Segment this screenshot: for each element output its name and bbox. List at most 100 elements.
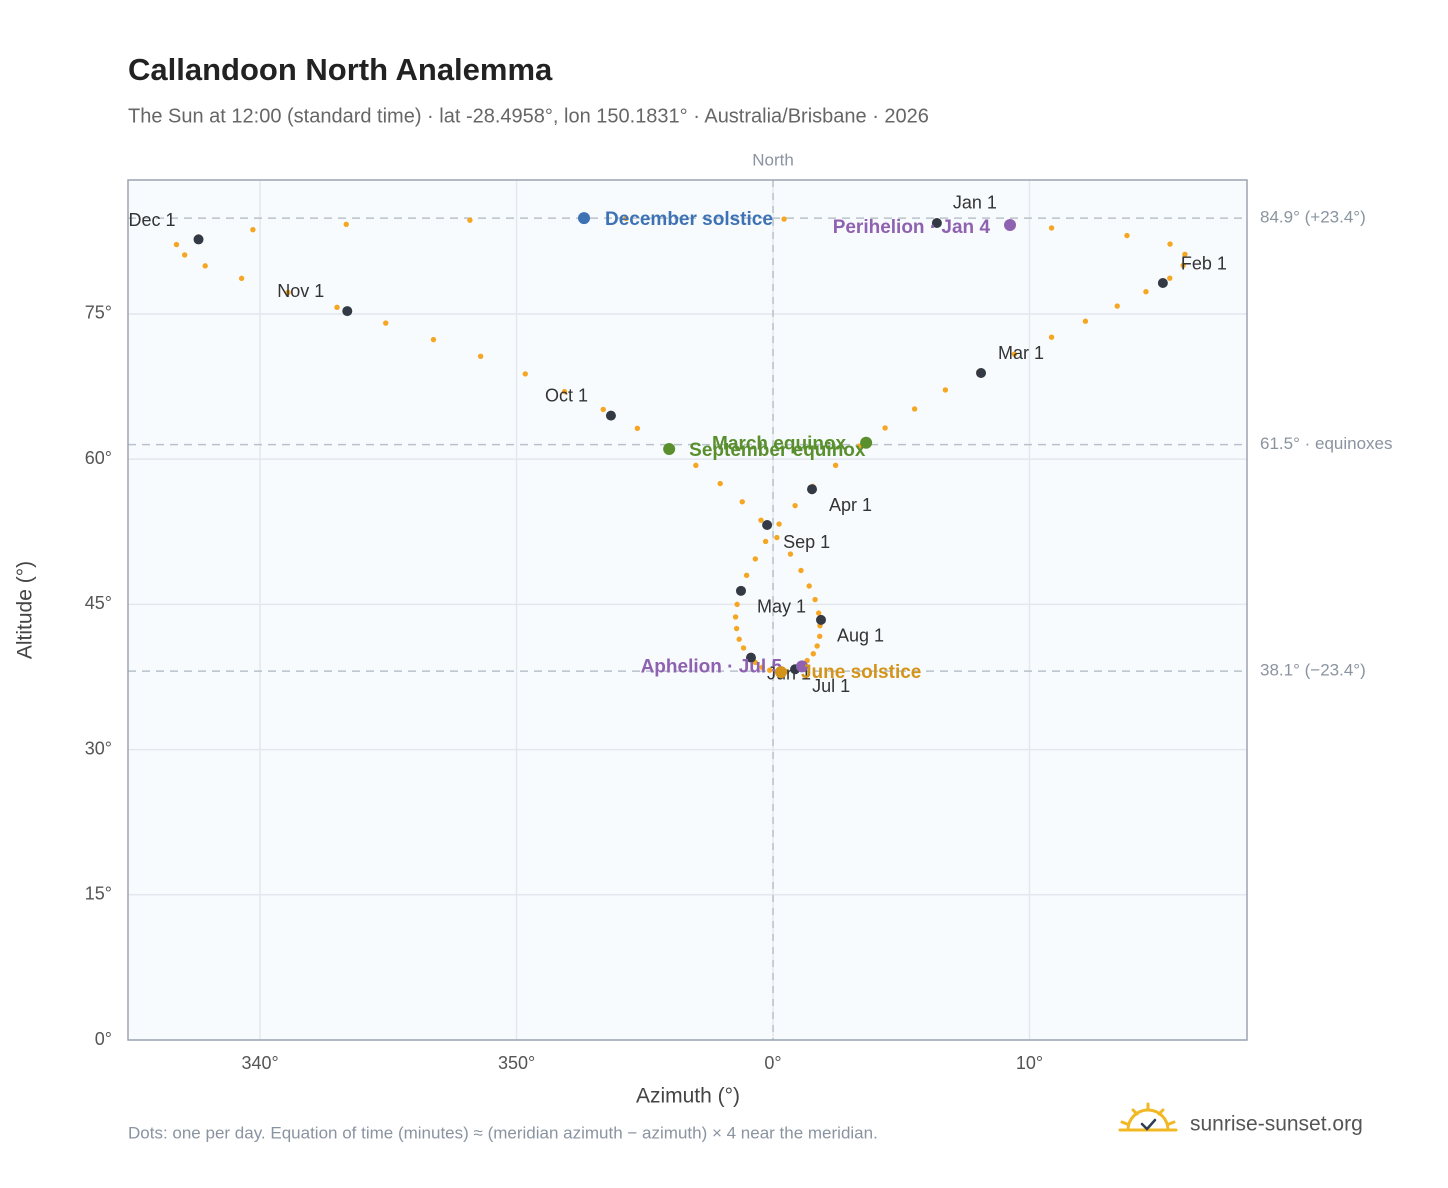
day-dot <box>202 263 208 269</box>
day-dot <box>467 217 473 223</box>
month-marker <box>762 520 773 531</box>
x-tick-label: 340° <box>241 1053 278 1073</box>
event-marker <box>578 212 591 225</box>
month-label: Apr 1 <box>829 495 872 515</box>
day-dot <box>798 567 804 574</box>
day-dot <box>173 241 180 248</box>
event-label: September equinox <box>689 440 866 461</box>
day-dot <box>1082 318 1089 324</box>
month-label: Jul 1 <box>812 676 850 696</box>
logo-ray <box>1167 1120 1176 1126</box>
day-dot <box>733 625 740 632</box>
day-dot <box>736 636 742 642</box>
day-dot <box>815 610 822 616</box>
day-dot <box>882 425 888 431</box>
reference-label: 38.1° (−23.4°) <box>1260 661 1366 680</box>
day-dot <box>693 462 699 469</box>
month-marker <box>193 234 204 245</box>
day-dot <box>767 667 773 673</box>
day-dot <box>832 462 839 468</box>
day-dot <box>781 216 787 222</box>
day-dot <box>759 664 765 671</box>
month-marker <box>735 585 746 596</box>
day-dot <box>762 538 769 545</box>
day-dot <box>1048 334 1055 340</box>
y-axis-label: Altitude (°) <box>14 561 37 659</box>
brand-logo <box>1118 1102 1178 1132</box>
event-label: Perihelion · Jan 4 <box>833 217 991 238</box>
day-dot <box>561 388 568 395</box>
logo-ray <box>1157 1108 1165 1116</box>
day-dot <box>634 425 641 432</box>
month-label: Dec 1 <box>129 210 176 230</box>
day-dot <box>1167 241 1173 247</box>
event-label: March equinox <box>712 434 847 455</box>
day-dot <box>806 583 812 589</box>
day-dot <box>181 252 188 258</box>
day-dot <box>776 521 782 527</box>
day-dot <box>814 643 820 649</box>
day-dot <box>477 353 484 359</box>
y-tick-label: 75° <box>85 303 112 323</box>
month-label: Mar 1 <box>998 343 1044 363</box>
reference-label: 84.9° (+23.4°) <box>1260 208 1366 227</box>
day-dot <box>285 289 291 296</box>
day-dot <box>758 517 764 523</box>
day-dot <box>1182 251 1188 258</box>
x-tick-label: 10° <box>1016 1053 1043 1073</box>
day-dot <box>1124 232 1130 239</box>
day-dot <box>623 215 629 222</box>
day-dot <box>752 556 759 562</box>
event-marker <box>1004 219 1017 232</box>
day-dot <box>1180 262 1186 269</box>
day-dot <box>343 221 349 228</box>
plot-background <box>128 180 1247 1040</box>
day-dot <box>734 601 740 608</box>
month-marker <box>807 484 818 495</box>
day-dot <box>743 572 750 579</box>
day-dot <box>600 406 606 413</box>
y-tick-label: 15° <box>85 884 112 904</box>
month-marker <box>605 410 616 421</box>
day-dot <box>740 645 747 651</box>
day-dot <box>238 275 245 282</box>
brand: sunrise-sunset.org <box>1190 1113 1363 1136</box>
day-dot <box>1011 351 1018 357</box>
meridian-label: North <box>752 150 794 169</box>
day-dot <box>1114 303 1120 309</box>
day-dot <box>774 534 780 541</box>
x-tick-label: 0° <box>764 1053 781 1073</box>
chart-title: Callandoon North Analemma <box>128 52 553 87</box>
logo-ray <box>1131 1108 1139 1116</box>
y-tick-label: 0° <box>95 1029 112 1049</box>
month-label: Oct 1 <box>545 385 588 405</box>
event-marker <box>663 443 676 456</box>
reference-lines <box>128 180 1247 1040</box>
x-axis-label: Azimuth (°) <box>636 1085 740 1108</box>
event-marker <box>774 666 787 679</box>
event-label: Aphelion · Jul 5 <box>641 656 783 677</box>
month-label: Sep 1 <box>783 532 830 552</box>
day-dot <box>1048 225 1055 231</box>
day-dot <box>817 633 823 640</box>
y-tick-label: 30° <box>85 738 112 758</box>
reference-label: 61.5° · equinoxes <box>1260 434 1393 453</box>
logo-ray <box>1120 1120 1129 1126</box>
y-tick-label: 60° <box>85 448 112 468</box>
month-marker <box>976 368 987 379</box>
plot-border <box>127 179 1248 1041</box>
x-tick-label: 350° <box>498 1053 535 1073</box>
day-dot <box>1167 275 1173 281</box>
day-dot <box>911 406 918 412</box>
month-marker <box>815 614 826 625</box>
day-dot <box>810 651 817 657</box>
month-label: Nov 1 <box>277 281 324 301</box>
month-marker <box>1157 277 1168 288</box>
day-dot <box>430 336 437 343</box>
day-dot <box>732 614 739 620</box>
day-dot <box>522 371 528 377</box>
month-marker <box>745 652 756 663</box>
month-label: Feb 1 <box>1181 254 1227 274</box>
